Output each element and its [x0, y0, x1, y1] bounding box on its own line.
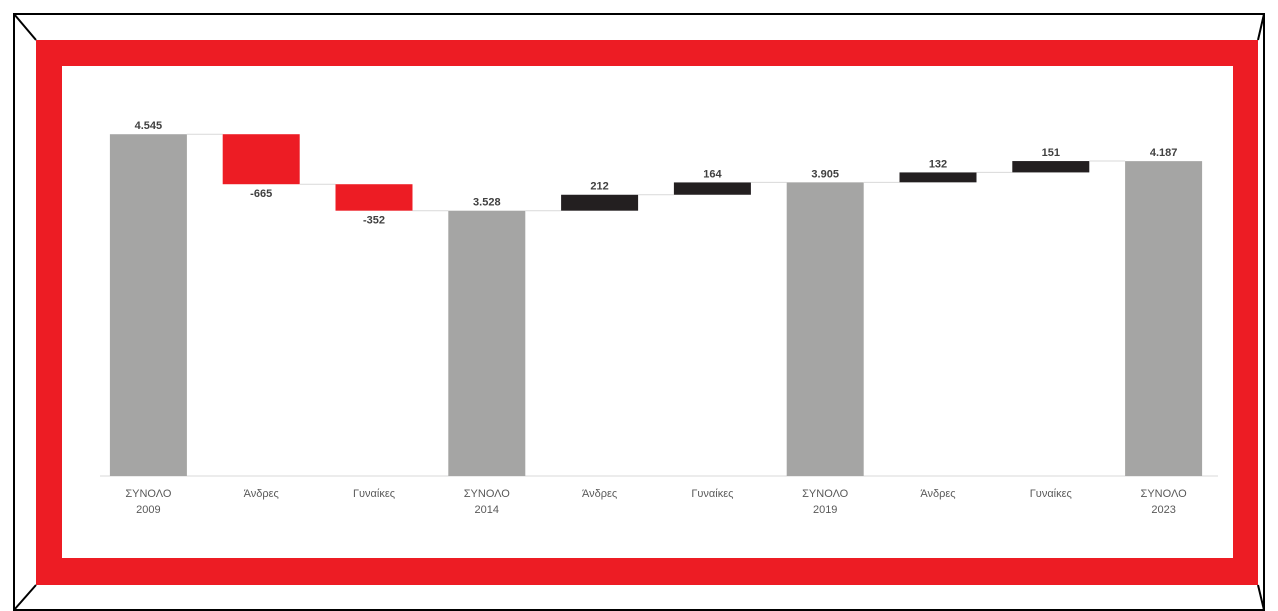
frame-corner [13, 13, 37, 41]
x-tick-label: Άνδρες [244, 488, 279, 500]
x-tick-label: ΣΥΝΟΛΟ [464, 488, 511, 500]
value-label: 212 [590, 181, 608, 193]
bar [673, 182, 751, 195]
x-tick-label: Γυναίκες [1030, 488, 1072, 500]
value-label: 3.528 [473, 197, 501, 209]
x-tick-label: Άνδρες [920, 488, 955, 500]
bar [561, 194, 639, 211]
frame-corner [1257, 13, 1265, 41]
x-tick-label: Άνδρες [582, 488, 617, 500]
x-tick-label: 2019 [813, 504, 837, 516]
bar [899, 172, 977, 183]
value-label: 164 [703, 168, 722, 180]
value-label: 3.905 [811, 168, 839, 180]
frame-corner [13, 584, 37, 611]
bar [1012, 161, 1090, 173]
x-tick-label: Γυναίκες [353, 488, 395, 500]
bar [1125, 161, 1203, 476]
x-tick-label: Γυναίκες [691, 488, 733, 500]
value-label: -352 [363, 215, 385, 227]
value-label: -665 [250, 188, 272, 200]
bar [109, 134, 187, 476]
x-tick-label: 2014 [475, 504, 499, 516]
value-label: 132 [929, 158, 947, 170]
x-tick-label: 2023 [1151, 504, 1175, 516]
value-label: 151 [1042, 147, 1060, 159]
frame-corner [1257, 584, 1265, 611]
x-tick-label: ΣΥΝΟΛΟ [1141, 488, 1188, 500]
frame [13, 13, 1265, 611]
bar [222, 134, 300, 185]
bar [786, 182, 864, 476]
bar [448, 210, 526, 476]
x-tick-label: ΣΥΝΟΛΟ [802, 488, 849, 500]
x-tick-label: ΣΥΝΟΛΟ [125, 488, 172, 500]
outer-frame [13, 13, 1265, 611]
value-label: 4.187 [1150, 147, 1178, 159]
x-tick-label: 2009 [136, 504, 160, 516]
value-label: 4.545 [135, 120, 163, 132]
bar [335, 184, 413, 211]
